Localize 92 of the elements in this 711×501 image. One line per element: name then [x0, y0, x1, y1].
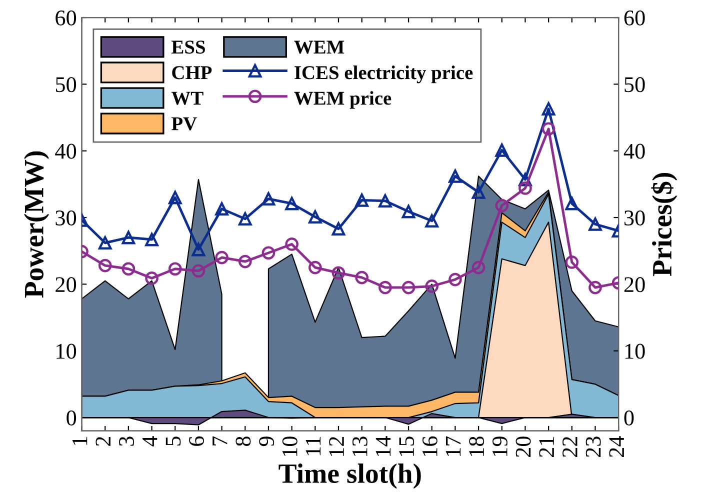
- x-tick-label: 9: [259, 436, 274, 446]
- point: [215, 202, 228, 216]
- x-tick-label: 17: [446, 436, 461, 456]
- point: [145, 232, 158, 246]
- y2-tick-label: 20: [624, 277, 645, 292]
- x-tick-label: 16: [422, 436, 438, 456]
- point: [402, 280, 416, 294]
- point: [448, 170, 462, 183]
- point: [98, 236, 112, 250]
- point: [518, 182, 532, 195]
- legend-label: WEM price: [294, 91, 392, 109]
- point: [355, 194, 369, 207]
- legend-label: CHP: [172, 66, 212, 80]
- x-tick-label: 13: [352, 436, 368, 456]
- y2-tick-label: 30: [624, 210, 645, 226]
- point: [425, 214, 439, 228]
- point: [168, 190, 182, 204]
- point: [378, 194, 392, 208]
- y2-tick-label: 60: [624, 10, 645, 26]
- x-tick-label: 21: [539, 437, 554, 457]
- point: [262, 192, 276, 206]
- point: [122, 230, 136, 244]
- y-tick-label: 50: [56, 77, 76, 92]
- point: [472, 260, 486, 274]
- point: [378, 280, 392, 294]
- legend-label: ICES electricity price: [294, 66, 473, 84]
- point: [98, 258, 112, 272]
- x-tick-label: 11: [306, 437, 320, 456]
- x-tick-label: 4: [142, 436, 158, 446]
- point: [308, 210, 322, 224]
- point: [192, 264, 206, 278]
- y-tick-label: 30: [56, 210, 76, 226]
- x-tick-label: 3: [119, 436, 134, 446]
- point: [308, 260, 322, 274]
- x-tick-label: 15: [399, 436, 414, 456]
- y2-tick-label: 0: [624, 410, 634, 426]
- y-tick-label: 40: [55, 144, 76, 159]
- y-tick-label: 20: [56, 277, 76, 292]
- y-tick-label: 60: [56, 10, 76, 26]
- x-tick-label: 7: [212, 436, 228, 446]
- x-tick-label: 18: [469, 436, 484, 456]
- legend-label: ESS: [172, 40, 205, 54]
- point: [495, 198, 509, 212]
- point: [402, 204, 416, 218]
- point: [495, 144, 509, 157]
- point: [332, 266, 346, 280]
- y-axis-title: Power(MW): [24, 151, 50, 298]
- point: [472, 186, 486, 199]
- legend-label: WEM: [294, 40, 344, 54]
- y2-tick-label: 50: [624, 77, 645, 92]
- point: [588, 280, 602, 294]
- x-tick-label: 20: [516, 436, 531, 457]
- x-tick-label: 23: [586, 436, 601, 457]
- point: [122, 262, 136, 276]
- point: [285, 238, 298, 251]
- x-tick-label: 5: [166, 436, 181, 446]
- point: [168, 262, 182, 276]
- legend-label: WT: [171, 92, 204, 105]
- point: [542, 102, 556, 116]
- point: [262, 246, 276, 260]
- x-tick-label: 19: [492, 436, 508, 456]
- point: [425, 280, 439, 293]
- x-tick-label: 8: [236, 436, 251, 446]
- x-axis-title: Time slot(h): [278, 464, 421, 489]
- x-tick-label: 24: [609, 436, 624, 457]
- point: [355, 270, 369, 284]
- point: [332, 222, 346, 236]
- point: [192, 242, 206, 256]
- point: [285, 196, 298, 210]
- point: [238, 254, 252, 268]
- y-tick-label: 0: [66, 410, 76, 426]
- x-tick-label: 22: [562, 436, 578, 457]
- x-tick-label: 10: [282, 436, 298, 456]
- point: [215, 250, 228, 264]
- point: [238, 212, 252, 226]
- point: [145, 272, 158, 285]
- point: [588, 218, 602, 231]
- x-tick-label: 2: [96, 436, 110, 446]
- legend-label: PV: [172, 117, 197, 130]
- point: [518, 172, 532, 186]
- x-tick-label: 12: [329, 436, 344, 456]
- y-tick-label: 10: [56, 344, 76, 359]
- x-tick-label: 14: [376, 436, 391, 456]
- point: [565, 196, 579, 210]
- point: [565, 256, 579, 269]
- y2-axis-title: Prices($): [651, 172, 678, 276]
- x-tick-label: 1: [72, 437, 88, 445]
- point: [448, 272, 462, 286]
- y2-tick-label: 10: [625, 344, 645, 359]
- x-tick-label: 6: [189, 436, 204, 446]
- point: [542, 122, 556, 136]
- y2-tick-label: 40: [624, 144, 645, 159]
